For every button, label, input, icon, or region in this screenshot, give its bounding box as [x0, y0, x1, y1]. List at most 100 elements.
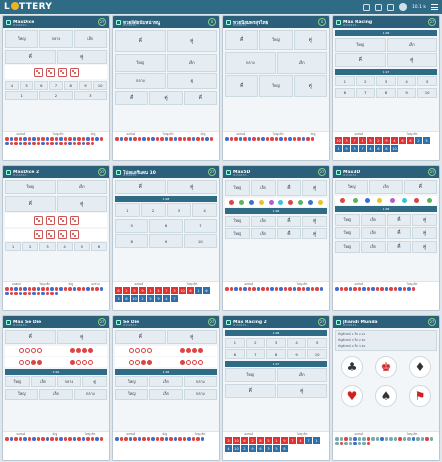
game-card-se-die[interactable]: Se Die #150434... 27 คี่ คู่ 1.98 ใหญ่ เ…	[112, 315, 220, 461]
bet-cell[interactable]: คู่	[293, 30, 327, 50]
bet-num[interactable]: 8	[376, 87, 396, 98]
avatar[interactable]	[398, 3, 407, 11]
spade-icon[interactable]: ♠	[375, 385, 397, 407]
bet-num[interactable]: 4	[396, 76, 417, 86]
tab-odd-even[interactable]: คี่/คู่	[68, 281, 74, 286]
ball[interactable]	[377, 197, 383, 203]
bet-num[interactable]: 3	[266, 337, 286, 348]
bet-even[interactable]: คู่	[56, 49, 107, 64]
menu-icon[interactable]	[431, 4, 438, 10]
dice-icon[interactable]	[33, 230, 43, 239]
bet-num[interactable]: 9	[149, 234, 183, 248]
bet-cell[interactable]: เล็ก	[276, 51, 327, 74]
bet-num[interactable]: 5	[307, 337, 327, 348]
dice-icon[interactable]	[45, 230, 55, 239]
settings-icon[interactable]	[374, 3, 382, 11]
tab-big-small[interactable]: ใหญ่/เล็ก	[296, 431, 308, 436]
bet-cell[interactable]: ใหญ่	[5, 388, 39, 400]
bet-num[interactable]: 2	[245, 337, 266, 348]
dice-icon[interactable]	[57, 230, 67, 239]
tab-sum[interactable]: ผลรวม	[91, 281, 100, 286]
bet-cell[interactable]: เล็ก	[276, 368, 327, 382]
ball[interactable]	[414, 197, 420, 203]
bet-cell[interactable]: คี่	[115, 180, 166, 194]
tab-big-small[interactable]: ใหญ่/เล็ก	[296, 281, 308, 286]
bet-cell[interactable]: ใหญ่	[335, 227, 360, 239]
bet-cell[interactable]: คู่	[302, 215, 327, 227]
ball[interactable]	[258, 199, 264, 205]
game-card-max-racing[interactable]: Max Racing #150434... 27 1.98 ใหญ่ เล็ก …	[332, 15, 440, 161]
bet-num[interactable]: 7	[245, 349, 266, 359]
bet-num[interactable]: 10	[417, 87, 437, 98]
bet-num[interactable]: 2	[39, 91, 73, 100]
bet-cell[interactable]: คู่	[412, 240, 437, 253]
bet-cell[interactable]: เล็ก	[149, 388, 183, 400]
tab-big-small[interactable]: ใหญ่/เล็ก	[406, 431, 418, 436]
ball[interactable]	[364, 197, 370, 203]
bet-num[interactable]: 2	[22, 242, 39, 251]
diamond-icon[interactable]: ♦	[409, 355, 431, 378]
bet-cell[interactable]: คี่	[335, 53, 386, 67]
bet-cell[interactable]: ใหญ่	[225, 215, 250, 227]
bet-cell[interactable]: กลาง	[56, 376, 82, 387]
bet-cell[interactable]: ใหญ่	[335, 37, 386, 52]
ball[interactable]	[298, 199, 304, 205]
game-card-lottery-10[interactable]: โปลแลรีแดน 10 #150434... 27 คี่ คู่ 1.98…	[112, 165, 220, 311]
bet-cell[interactable]: คี่	[386, 213, 412, 226]
ball[interactable]	[308, 199, 314, 205]
dice-icon[interactable]	[33, 215, 43, 225]
bet-num[interactable]: 9	[78, 80, 93, 90]
bet-cell[interactable]: คี่	[403, 180, 437, 194]
tab-results[interactable]: ผลลัพธ์	[354, 431, 364, 436]
ball[interactable]	[268, 199, 274, 205]
tab-results[interactable]: ผลลัพธ์	[12, 281, 21, 286]
bet-cell[interactable]: ใหญ่	[5, 376, 30, 387]
bet-cell[interactable]: คู่	[276, 383, 327, 398]
bet-cell[interactable]: เล็ก	[386, 37, 437, 52]
tab-results[interactable]: ผลลัพธ์	[134, 281, 144, 286]
bet-cell[interactable]: ใหญ่	[225, 228, 250, 239]
bet-cell[interactable]: คี่	[386, 227, 412, 239]
game-card-jhandi-munda[interactable]: Jhandi Munda #150434... 27 สัญลักษณ์ 1 ถ…	[332, 315, 440, 461]
bet-cell[interactable]: คู่	[166, 180, 217, 194]
tab-odd-even[interactable]: คี่/คู่	[162, 431, 168, 436]
bet-even[interactable]: คู่	[56, 330, 107, 344]
club-icon[interactable]: ♣	[341, 355, 363, 378]
bet-num[interactable]: 3	[376, 76, 396, 86]
tab-big-small[interactable]: ใหญ่/เล็ก	[52, 131, 64, 136]
bet-cell[interactable]: คู่	[412, 213, 437, 226]
tab-odd-even[interactable]: คี่/คู่	[310, 131, 316, 136]
bet-cell[interactable]: เล็ก	[39, 388, 73, 400]
bet-cell[interactable]: คี่	[225, 30, 259, 50]
tab-big-small[interactable]: ใหญ่/เล็ก	[406, 131, 418, 136]
game-card-max-racing-2[interactable]: Max Racing 2 #150434... 27 1.98 1 2 3 4 …	[222, 315, 330, 461]
tab-odd-even[interactable]: คี่/คู่	[200, 131, 206, 136]
bet-cell[interactable]: ใหญ่	[115, 376, 149, 387]
bet-cell[interactable]: คี่	[115, 90, 149, 105]
bet-num[interactable]: 10	[183, 234, 217, 248]
tab-odd-even[interactable]: คี่/คู่	[52, 431, 58, 436]
flag-icon[interactable]: ⚑	[409, 385, 431, 407]
bet-num[interactable]: 6	[225, 349, 245, 359]
bet-cell[interactable]: กลาง	[183, 376, 217, 387]
bet-cell[interactable]: คู่	[412, 227, 437, 239]
grid-icon[interactable]	[362, 3, 370, 11]
tab-results[interactable]: ผลลัพธ์	[244, 281, 254, 286]
bet-num[interactable]: 10	[307, 349, 327, 359]
bet-cell[interactable]: เล็ก	[250, 228, 276, 239]
bet-cell[interactable]: กลาง	[115, 73, 166, 89]
bet-cell[interactable]: เล็ก	[149, 376, 183, 387]
bet-cell[interactable]: คู่	[149, 90, 183, 105]
bet-cell[interactable]: คี่	[276, 215, 302, 227]
bet-num[interactable]: 4	[56, 242, 73, 251]
bet-cell[interactable]: คี่	[276, 180, 302, 196]
tab-results[interactable]: ผลลัพธ์	[236, 131, 246, 136]
tab-big-small[interactable]: ใหญ่/เล็ก	[84, 431, 96, 436]
bet-num[interactable]: 7	[183, 218, 217, 233]
bet-cell[interactable]: กลาง	[183, 388, 217, 400]
tab-results[interactable]: ผลลัพธ์	[244, 431, 254, 436]
bet-cell[interactable]: คี่	[183, 90, 217, 105]
ball[interactable]	[340, 197, 346, 203]
bet-small[interactable]: เล็ก	[73, 30, 107, 48]
game-card-lottery-1[interactable]: หวยลีดัยนับหน่าหนู #150434... 5 คี่ คู่ …	[112, 15, 220, 161]
